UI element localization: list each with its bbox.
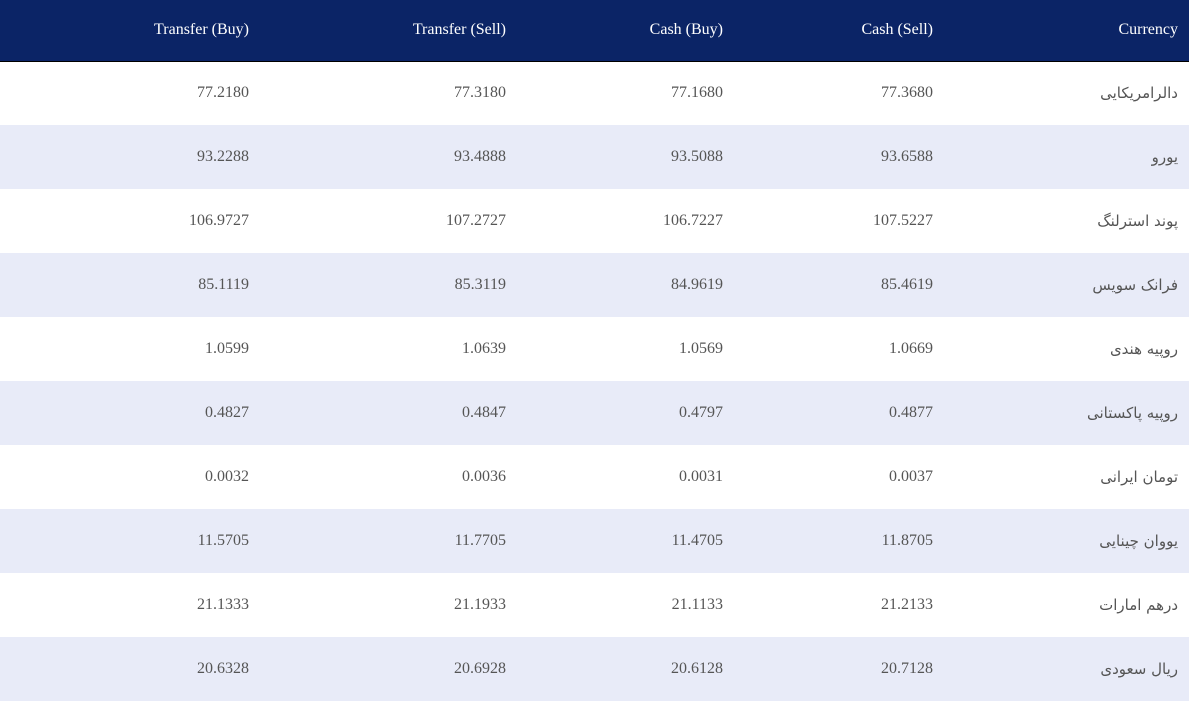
transfer-sell-cell: 0.4847	[462, 404, 506, 421]
currency-name-cell: دالرامریکایی	[1100, 84, 1178, 103]
cash-buy-cell: 0.4797	[679, 404, 723, 421]
cash-buy-cell: 77.1680	[671, 84, 723, 102]
transfer-sell-cell: 11.7705	[454, 532, 506, 549]
currency-name-cell: روپیه پاکستانی	[1086, 404, 1178, 422]
transfer-buy-cell: 20.6328	[197, 660, 249, 677]
currency-name-cell: درهم امارات	[1099, 596, 1178, 614]
transfer-buy-cell: 106.9727	[189, 212, 249, 229]
table-body: 77.2180 77.3180 77.1680 77.3680 دالرامری…	[0, 61, 1189, 701]
table-row: 0.0032 0.0036 0.0031 0.0037 تومان ایرانی	[0, 445, 1189, 509]
transfer-buy-cell: 11.5705	[197, 532, 249, 549]
transfer-sell-cell: 85.3119	[454, 276, 506, 293]
transfer-sell-cell: 0.0036	[462, 468, 506, 485]
transfer-buy-cell: 0.4827	[205, 404, 249, 421]
header-transfer-buy[interactable]: Transfer (Buy)	[0, 0, 249, 62]
table-row: 1.0599 1.0639 1.0569 1.0669 روپیه هندی	[0, 317, 1189, 381]
table-row: 77.2180 77.3180 77.1680 77.3680 دالرامری…	[0, 61, 1189, 125]
table-row: 93.2288 93.4888 93.5088 93.6588 یورو	[0, 125, 1189, 189]
cash-sell-cell: 0.4877	[889, 404, 933, 421]
header-row: Transfer (Buy) Transfer (Sell) Cash (Buy…	[0, 0, 1189, 62]
table-row: 21.1333 21.1933 21.1133 21.2133 درهم اما…	[0, 573, 1189, 637]
currency-name-cell: یورو	[1151, 148, 1178, 166]
cash-sell-cell: 11.8705	[881, 532, 933, 549]
transfer-sell-cell: 1.0639	[462, 340, 506, 357]
cash-buy-cell: 93.5088	[671, 148, 723, 165]
cash-buy-cell: 106.7227	[663, 212, 723, 229]
transfer-buy-cell: 0.0032	[205, 468, 249, 485]
header-cash-buy[interactable]: Cash (Buy)	[506, 0, 723, 62]
header-transfer-sell[interactable]: Transfer (Sell)	[249, 0, 506, 62]
cash-sell-cell: 21.2133	[881, 596, 933, 613]
cash-sell-cell: 107.5227	[873, 212, 933, 229]
cash-buy-cell: 21.1133	[671, 596, 723, 613]
transfer-sell-cell: 20.6928	[454, 660, 506, 677]
header-currency[interactable]: Currency	[933, 0, 1189, 62]
transfer-buy-cell: 93.2288	[197, 148, 249, 165]
transfer-buy-cell: 77.2180	[197, 84, 249, 102]
transfer-sell-cell: 77.3180	[454, 84, 506, 102]
currency-name-cell: روپیه هندی	[1109, 340, 1178, 358]
table-row: 11.5705 11.7705 11.4705 11.8705 یووان چی…	[0, 509, 1189, 573]
header-cash-sell[interactable]: Cash (Sell)	[723, 0, 933, 62]
currency-name-cell: فرانک سویس	[1092, 276, 1178, 294]
transfer-sell-cell: 107.2727	[446, 212, 506, 229]
cash-buy-cell: 1.0569	[679, 340, 723, 357]
table-row: 106.9727 107.2727 106.7227 107.5227 پوند…	[0, 189, 1189, 253]
cash-buy-cell: 20.6128	[671, 660, 723, 677]
transfer-buy-cell: 85.1119	[198, 276, 249, 293]
table-row: 85.1119 85.3119 84.9619 85.4619 فرانک سو…	[0, 253, 1189, 317]
currency-name-cell: یووان چینایی	[1099, 532, 1178, 550]
transfer-buy-cell: 1.0599	[205, 340, 249, 357]
cash-sell-cell: 93.6588	[881, 148, 933, 165]
cash-buy-cell: 11.4705	[671, 532, 723, 549]
cash-sell-cell: 1.0669	[889, 340, 933, 357]
cash-buy-cell: 0.0031	[679, 468, 723, 485]
table-header: Transfer (Buy) Transfer (Sell) Cash (Buy…	[0, 0, 1189, 62]
currency-name-cell: تومان ایرانی	[1100, 468, 1178, 486]
currency-name-cell: ریال سعودی	[1100, 660, 1178, 678]
transfer-sell-cell: 93.4888	[454, 148, 506, 165]
cash-sell-cell: 20.7128	[881, 660, 933, 677]
table-row: 20.6328 20.6928 20.6128 20.7128 ریال سعو…	[0, 637, 1189, 701]
cash-sell-cell: 85.4619	[881, 276, 933, 293]
currency-name-cell: پوند استرلنگ	[1097, 212, 1178, 230]
table-row: 0.4827 0.4847 0.4797 0.4877 روپیه پاکستا…	[0, 381, 1189, 445]
cash-sell-cell: 77.3680	[881, 84, 933, 102]
transfer-buy-cell: 21.1333	[197, 596, 249, 613]
transfer-sell-cell: 21.1933	[454, 596, 506, 613]
cash-sell-cell: 0.0037	[889, 468, 933, 485]
cash-buy-cell: 84.9619	[671, 276, 723, 293]
